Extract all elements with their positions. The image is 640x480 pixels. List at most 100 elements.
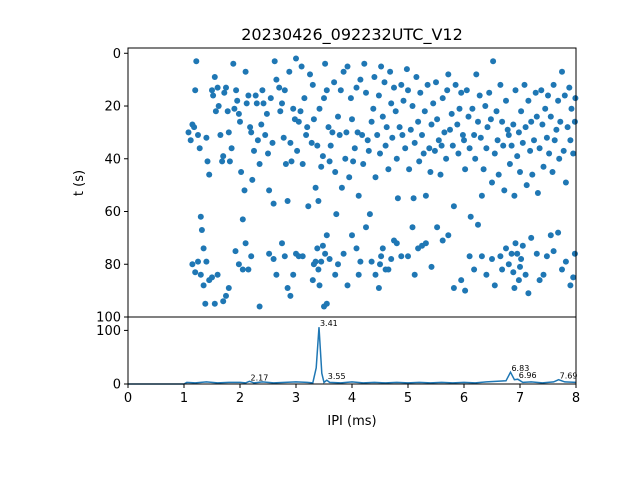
raster-point (259, 87, 266, 94)
raster-point (361, 60, 368, 67)
raster-point (307, 71, 313, 78)
raster-point (499, 118, 506, 125)
raster-point (475, 221, 481, 228)
raster-point (466, 145, 473, 152)
ipi-y-tick-label: 100 (96, 324, 121, 339)
raster-point (314, 142, 321, 149)
raster-y-tick-label: 60 (104, 205, 121, 220)
ipi-x-tick-label: 4 (348, 391, 356, 406)
raster-point (419, 132, 425, 138)
raster-point (282, 161, 289, 167)
raster-point (319, 242, 326, 249)
ipi-x-label: IPI (ms) (327, 414, 376, 429)
raster-point (459, 132, 466, 138)
raster-point (508, 250, 515, 257)
raster-point (248, 129, 255, 136)
raster-point (521, 81, 528, 88)
raster-point (449, 142, 456, 149)
raster-point (335, 113, 341, 120)
raster-point (349, 116, 355, 123)
raster-point (570, 274, 577, 281)
raster-point (196, 145, 203, 152)
raster-point (203, 134, 210, 141)
raster-point (403, 66, 410, 73)
raster-point (211, 74, 218, 80)
raster-point (434, 116, 441, 123)
raster-point (531, 137, 537, 144)
raster-point (538, 87, 545, 94)
raster-point (279, 240, 285, 247)
raster-point (256, 303, 263, 310)
raster-point (431, 147, 438, 154)
raster-point (525, 97, 532, 104)
raster-point (383, 124, 390, 131)
raster-point (495, 171, 502, 178)
raster-point (357, 76, 364, 83)
ipi-series-line (128, 327, 577, 385)
raster-point (284, 198, 291, 204)
raster-point (441, 129, 448, 136)
raster-point (331, 79, 338, 86)
raster-point (266, 250, 273, 257)
raster-point (322, 60, 329, 67)
raster-point (366, 211, 373, 218)
raster-point (374, 132, 381, 138)
raster-point (499, 266, 506, 273)
raster-point (368, 258, 375, 265)
raster-point (288, 158, 295, 165)
raster-point (421, 108, 428, 115)
raster-point (543, 253, 550, 260)
raster-point (478, 253, 485, 260)
raster-point (238, 169, 245, 175)
ipi-peak-labels: 2.17 3.41 3.55 6.836.96 7.69 (251, 319, 578, 382)
raster-point (456, 105, 463, 112)
raster-point (405, 253, 411, 260)
raster-point (226, 158, 233, 165)
raster-point (400, 97, 407, 104)
raster-point (344, 63, 351, 70)
raster-point (555, 229, 562, 236)
raster-point (309, 81, 316, 88)
raster-point (483, 271, 490, 278)
raster-point (290, 271, 297, 278)
raster-point (304, 124, 311, 131)
raster-y-label: t (s) (72, 170, 87, 196)
raster-point (506, 161, 513, 167)
raster-point (505, 132, 512, 138)
raster-point (276, 84, 283, 91)
raster-point (450, 203, 457, 210)
raster-point (512, 240, 519, 247)
raster-point (249, 176, 256, 183)
raster-point (359, 132, 366, 138)
raster-point (355, 192, 362, 199)
raster-point (235, 261, 242, 268)
ipi-peak-label: 3.41 (320, 319, 338, 328)
raster-y-tick-label: 40 (104, 152, 121, 167)
raster-point (517, 263, 523, 270)
raster-point (243, 100, 250, 107)
raster-point (290, 105, 297, 112)
raster-point (219, 158, 226, 165)
raster-point (206, 171, 213, 178)
raster-y-tick-label: 0 (113, 47, 121, 62)
raster-point (234, 97, 241, 104)
raster-point (323, 232, 330, 239)
raster-point (195, 258, 201, 265)
raster-point (388, 100, 395, 107)
raster-point (251, 147, 257, 154)
raster-point (370, 105, 377, 112)
raster-point (519, 139, 526, 146)
raster-point (536, 277, 543, 284)
ipi-peak-label: 3.55 (328, 372, 346, 381)
raster-point (393, 240, 400, 247)
raster-point (471, 132, 478, 138)
raster-point (515, 277, 522, 284)
raster-point (299, 253, 306, 260)
raster-point (340, 250, 347, 257)
raster-point (503, 245, 509, 252)
raster-point (568, 105, 575, 112)
raster-point (281, 87, 288, 94)
raster-point (235, 110, 242, 117)
raster-point (567, 282, 574, 289)
raster-point (550, 248, 557, 255)
